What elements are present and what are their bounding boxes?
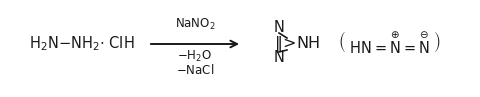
Text: $\mathsf{\left(\ HN{=}\overset{\oplus}{N}{=}\overset{\ominus}{N}\ \right)}$: $\mathsf{\left(\ HN{=}\overset{\oplus}{N… [338, 31, 442, 57]
Text: $\mathsf{\|\!>\!NH}$: $\mathsf{\|\!>\!NH}$ [274, 34, 320, 54]
Text: $\mathsf{NaNO_2}$: $\mathsf{NaNO_2}$ [175, 16, 216, 32]
Text: $\mathsf{-NaCl}$: $\mathsf{-NaCl}$ [176, 63, 214, 77]
Text: N: N [274, 49, 285, 65]
Text: $\mathsf{H_2N{-}NH_2{\cdot}\ ClH}$: $\mathsf{H_2N{-}NH_2{\cdot}\ ClH}$ [29, 35, 135, 53]
Text: N: N [274, 20, 285, 36]
Text: $\mathsf{-H_2O}$: $\mathsf{-H_2O}$ [178, 48, 213, 64]
